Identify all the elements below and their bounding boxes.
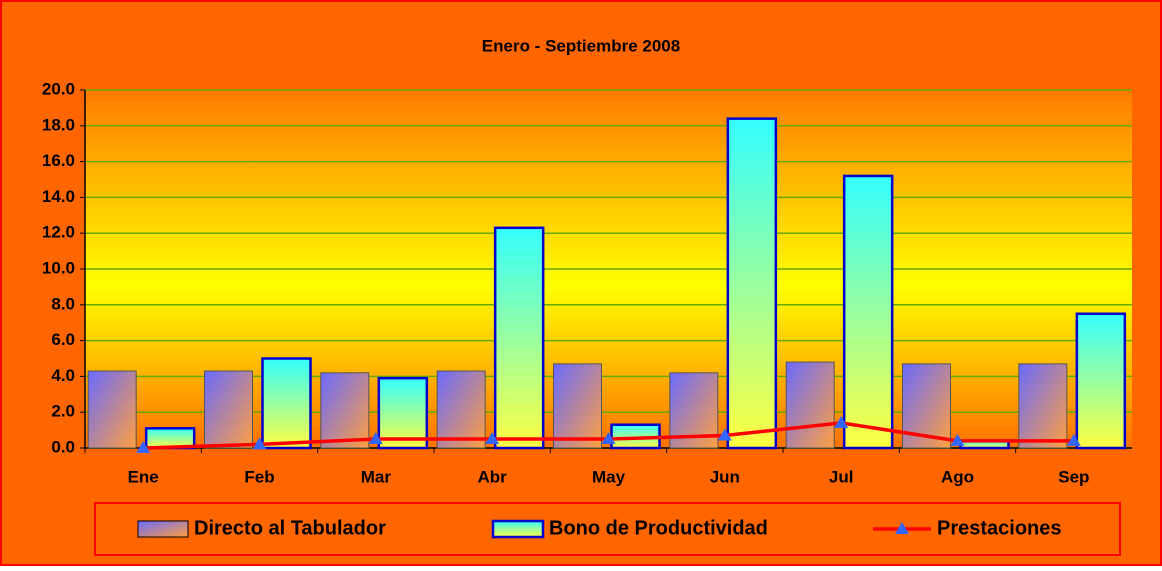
legend-swatch xyxy=(137,520,189,538)
marker xyxy=(485,432,500,445)
bar xyxy=(1018,363,1068,449)
y-tick-label: 18.0 xyxy=(42,115,75,134)
y-tick-label: 8.0 xyxy=(51,294,75,313)
y-tick-label: 14.0 xyxy=(42,187,75,206)
y-tick-label: 6.0 xyxy=(51,330,75,349)
bar xyxy=(1075,312,1127,450)
bar xyxy=(436,370,486,449)
bar xyxy=(204,370,253,449)
legend xyxy=(94,502,1121,556)
y-tick-label: 16.0 xyxy=(42,151,75,170)
legend-swatch xyxy=(491,519,545,539)
marker xyxy=(717,428,732,441)
y-tick-label: 10.0 xyxy=(42,258,75,277)
x-tick-label: Mar xyxy=(361,467,392,486)
y-tick-label: 4.0 xyxy=(51,366,75,385)
x-tick-label: Jul xyxy=(829,467,854,486)
bar xyxy=(493,226,545,450)
legend-marker xyxy=(895,522,909,534)
bar xyxy=(261,357,312,450)
y-tick-label: 0.0 xyxy=(51,437,75,456)
x-tick-label: Sep xyxy=(1058,467,1089,486)
bar xyxy=(553,363,602,449)
bar xyxy=(320,372,370,449)
legend-label: Directo al Tabulador xyxy=(194,517,386,539)
chart-title: Enero - Septiembre 2008 xyxy=(482,36,680,55)
x-tick-label: Feb xyxy=(244,467,274,486)
bar xyxy=(87,370,137,449)
bar xyxy=(842,174,894,450)
bar xyxy=(377,376,429,450)
marker xyxy=(834,415,849,428)
x-tick-label: May xyxy=(592,467,626,486)
bar xyxy=(785,361,835,449)
marker xyxy=(368,432,383,445)
y-tick-label: 2.0 xyxy=(51,402,75,421)
marker xyxy=(1066,433,1081,446)
marker xyxy=(136,441,151,453)
legend-label: Prestaciones xyxy=(937,517,1062,539)
y-tick-label: 20.0 xyxy=(42,79,75,98)
x-tick-label: Jun xyxy=(710,467,740,486)
bar xyxy=(726,117,778,450)
marker xyxy=(252,437,267,450)
x-tick-label: Ago xyxy=(941,467,974,486)
marker xyxy=(950,433,965,446)
marker xyxy=(601,432,616,445)
legend-label: Bono de Productividad xyxy=(549,517,768,539)
x-tick-label: Ene xyxy=(128,467,159,486)
x-tick-label: Abr xyxy=(478,467,508,486)
y-tick-label: 12.0 xyxy=(42,223,75,242)
